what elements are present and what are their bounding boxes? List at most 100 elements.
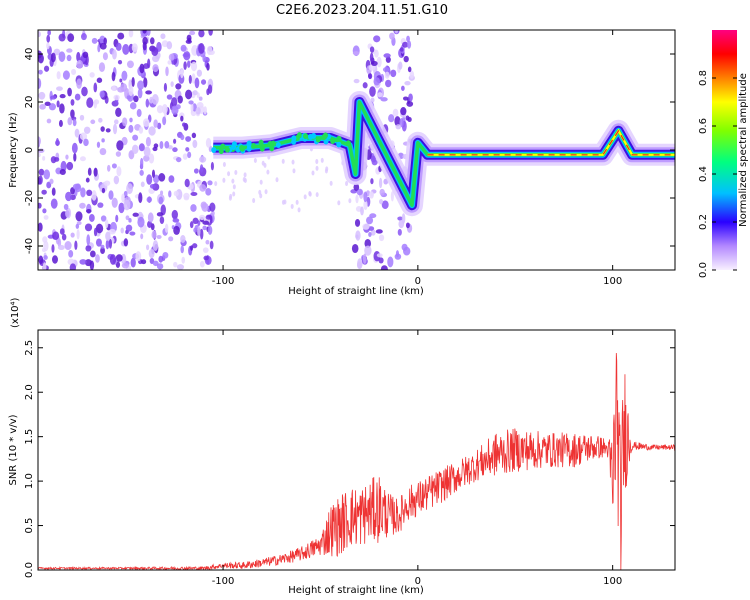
noise-blob [175,156,182,163]
noise-blob [146,30,151,36]
noise-blob [355,230,361,241]
noise-blob [71,68,77,75]
noise-blob [121,70,128,81]
noise-blob [291,159,295,165]
noise-blob [197,225,201,237]
snr-axes: -100 0 100 0.0 0.5 1.0 1.5 2.0 2.5 [24,330,675,587]
noise-blob [376,56,382,68]
noise-blob [199,164,204,173]
noise-blob [187,37,192,43]
noise-blob [38,69,43,75]
noise-blob [363,191,368,203]
noise-blob [382,66,390,73]
noise-blob [177,95,183,104]
noise-blob [160,33,166,40]
x-tick-label: -100 [212,576,235,587]
noise-blob [229,193,233,199]
noise-blob [407,66,412,73]
noise-blob [131,76,135,87]
noise-blob [140,181,145,188]
noise-blob [156,105,164,114]
noise-blob [104,219,109,229]
noise-blob [191,132,197,139]
noise-blob [163,107,167,118]
noise-blob [100,246,105,254]
noise-blob [405,222,410,229]
noise-blob [369,52,374,63]
noise-blob [395,124,402,130]
noise-blob [72,183,81,190]
noise-blob [145,98,150,108]
noise-blob [146,174,153,185]
noise-blob [168,236,174,242]
noise-blob [198,42,205,54]
noise-blob [38,175,43,185]
x-tick-label: -100 [212,276,235,287]
noise-blob [186,60,191,68]
noise-blob [146,244,150,251]
noise-blob [97,202,104,208]
noise-blob [79,156,86,162]
noise-blob [180,44,187,52]
track-blob [345,140,351,147]
noise-blob [93,167,98,177]
noise-blob [181,256,186,264]
noise-blob [128,124,134,133]
track-blob [303,133,309,140]
noise-blob [139,169,144,176]
noise-blob [51,244,55,253]
track-blob [294,134,300,141]
noise-blob [172,147,178,153]
noise-blob [146,196,153,203]
noise-blob [190,204,197,212]
noise-blob [123,238,129,247]
noise-blob [390,191,394,202]
noise-blob [164,223,169,233]
noise-blob [128,30,134,38]
snr-frame [37,329,676,571]
noise-blob [53,48,61,56]
snr-series-line [38,353,675,570]
noise-blob [188,74,192,84]
noise-blob [115,107,122,118]
noise-blob [153,143,159,149]
track-blob [259,145,265,152]
noise-blob [120,227,124,234]
noise-blob [354,218,361,227]
noise-blob [200,79,207,85]
y-tick-label: 1.5 [24,429,35,445]
noise-blob [156,234,162,239]
noise-blob [368,232,372,237]
noise-blob [205,187,212,196]
noise-blob [152,240,159,251]
noise-blob [311,170,315,176]
noise-blob [47,30,52,36]
noise-blob [172,218,180,223]
noise-blob [111,163,117,169]
noise-blob [137,216,145,228]
noise-blob [374,49,379,58]
noise-blob [76,78,82,89]
y-tick-label: 0.0 [24,562,35,578]
noise-blob [388,114,395,123]
noise-blob [205,214,213,220]
noise-blob [67,87,72,97]
noise-blob [227,171,231,177]
noise-blob [369,213,377,219]
noise-blob [295,199,299,205]
noise-blob [208,30,213,36]
noise-blob [50,198,58,209]
track-blob [275,141,281,148]
noise-blob [79,132,88,141]
noise-blob [243,172,247,178]
noise-blob [126,60,134,69]
noise-blob [176,264,185,270]
noise-blob [98,62,106,73]
noise-blob [193,168,199,174]
noise-blob [126,95,132,100]
noise-blob [88,214,95,222]
noise-blob [52,231,60,240]
noise-blob [185,136,192,142]
noise-blob [210,161,214,171]
track-blob [220,143,226,150]
